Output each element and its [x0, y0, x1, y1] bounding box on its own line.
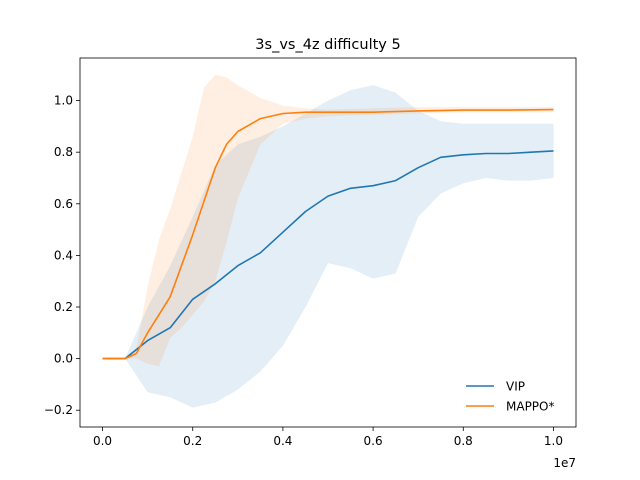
band-mappo [102, 74, 554, 367]
x-axis-offset-label: 1e7 [553, 456, 576, 470]
legend-label: MAPPO* [506, 400, 554, 414]
series-lines [102, 108, 554, 360]
y-tick-label: 0.6 [54, 197, 73, 211]
line-vip [102, 150, 554, 360]
x-axis-ticks: 0.0 0.2 0.4 0.6 0.8 1.0 [93, 427, 563, 448]
band-vip [102, 85, 554, 408]
x-tick-label: 0.0 [93, 434, 112, 448]
y-axis-ticks: −0.2 0.0 0.2 0.4 0.6 0.8 1.0 [44, 94, 80, 417]
y-tick-label: 0.0 [54, 352, 73, 366]
legend: VIP MAPPO* [466, 380, 554, 414]
legend-label: VIP [506, 380, 525, 394]
x-tick-label: 1.0 [544, 434, 563, 448]
x-tick-label: 0.2 [183, 434, 202, 448]
y-tick-label: 1.0 [54, 94, 73, 108]
plot-frame [79, 57, 577, 428]
confidence-bands [102, 74, 554, 408]
x-tick-label: 0.6 [364, 434, 383, 448]
y-tick-label: 0.8 [54, 145, 73, 159]
y-tick-label: −0.2 [44, 403, 73, 417]
x-tick-label: 0.8 [454, 434, 473, 448]
chart-title: 3s_vs_4z difficulty 5 [255, 37, 400, 53]
line-mappo [102, 108, 554, 360]
y-tick-label: 0.4 [54, 248, 73, 262]
x-tick-label: 0.4 [273, 434, 292, 448]
y-tick-label: 0.2 [54, 300, 73, 314]
